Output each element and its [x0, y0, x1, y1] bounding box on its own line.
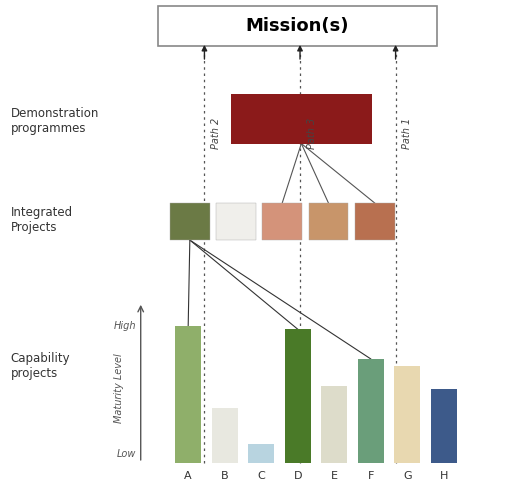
Bar [231, 94, 372, 144]
Text: Mission(s): Mission(s) [246, 17, 349, 35]
Bar [355, 203, 395, 240]
Bar [262, 203, 302, 240]
Bar [170, 203, 210, 240]
Text: B: B [221, 471, 228, 481]
Text: D: D [294, 471, 302, 481]
Text: Demonstration
programmes: Demonstration programmes [11, 107, 99, 135]
Text: Integrated
Projects: Integrated Projects [11, 206, 73, 234]
Bar [216, 203, 256, 240]
Text: Path 2: Path 2 [211, 118, 221, 149]
Bar [285, 329, 311, 463]
Text: A: A [184, 471, 192, 481]
Text: H: H [440, 471, 448, 481]
Bar [431, 389, 457, 463]
Text: G: G [403, 471, 412, 481]
Text: E: E [331, 471, 338, 481]
Bar [358, 359, 384, 463]
Text: Maturity Level: Maturity Level [115, 354, 124, 423]
Bar [175, 326, 201, 463]
Bar [321, 386, 347, 463]
Bar [212, 408, 238, 463]
Text: Low: Low [117, 449, 136, 459]
Bar [309, 203, 348, 240]
Text: Capability
projects: Capability projects [11, 352, 70, 380]
Text: C: C [258, 471, 265, 481]
Bar [248, 444, 274, 463]
Text: Path 1: Path 1 [402, 118, 413, 149]
Text: F: F [367, 471, 374, 481]
Text: High: High [114, 321, 136, 331]
Text: Path 3: Path 3 [307, 118, 317, 149]
FancyBboxPatch shape [158, 6, 437, 46]
Bar [394, 366, 420, 463]
